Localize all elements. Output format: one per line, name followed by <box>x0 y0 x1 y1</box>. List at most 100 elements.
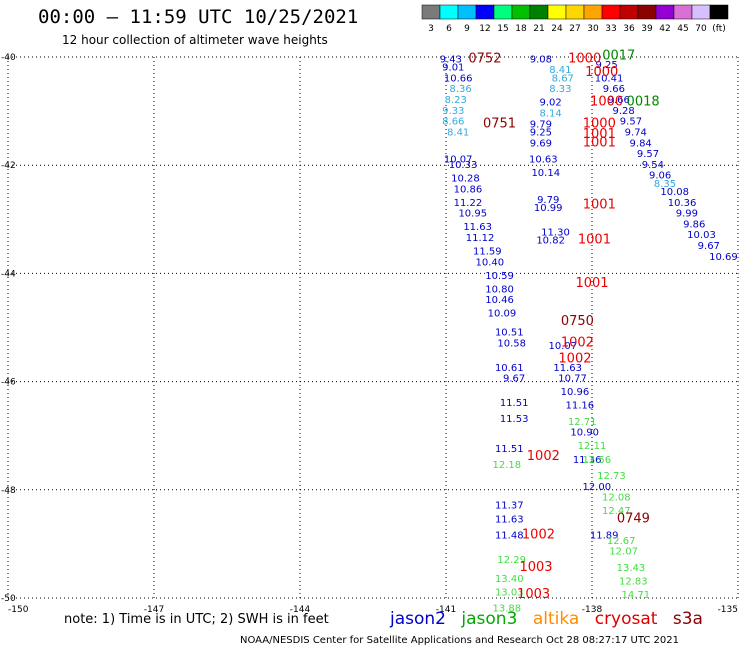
chart-subtitle: 12 hour collection of altimeter wave hei… <box>62 33 328 47</box>
data-point-label: 10.63 <box>529 154 558 165</box>
y-tick-label: -42 <box>1 161 16 171</box>
data-point-label: 9.69 <box>530 138 552 149</box>
data-point-label: 12.11 <box>578 441 607 452</box>
data-point-label: 11.37 <box>495 501 524 512</box>
data-point-label: 8.67 <box>552 73 574 84</box>
scale-swatch <box>475 4 495 20</box>
data-point-label: 10.46 <box>485 295 514 306</box>
scale-swatch <box>601 4 621 20</box>
data-point-label: 0018 <box>627 95 660 110</box>
data-point-label: 10.36 <box>668 198 697 209</box>
data-point-label: 11.63 <box>495 514 524 525</box>
data-point-label: 1001 <box>583 127 616 142</box>
scale-label: 21 <box>533 24 544 34</box>
scale-label: 12 <box>479 24 490 34</box>
data-point-label: 9.57 <box>637 149 659 160</box>
data-point-label: 14.71 <box>621 590 650 601</box>
data-point-label: 9.66 <box>603 84 625 95</box>
data-point-label: 8.41 <box>447 127 469 138</box>
scale-swatch <box>547 4 567 20</box>
data-point-label: 8.41 <box>549 65 571 76</box>
data-point-label: 11.59 <box>473 246 502 257</box>
y-tick-label: -44 <box>1 269 16 279</box>
data-point-label: 1001 <box>583 197 616 212</box>
scale-label: 24 <box>551 24 563 34</box>
scale-swatch <box>709 4 729 20</box>
scale-swatch <box>637 4 657 20</box>
data-point-label: 9.67 <box>698 241 720 252</box>
scale-label: (ft) <box>712 24 726 34</box>
scale-swatch <box>655 4 675 20</box>
data-point-label: 1000 <box>583 116 616 131</box>
scale-label: 9 <box>464 24 470 34</box>
data-point-label: 9.06 <box>649 171 671 182</box>
data-point-label: 12.71 <box>568 417 597 428</box>
data-point-label: 0749 <box>617 511 650 526</box>
data-point-label: 10.40 <box>475 257 504 268</box>
data-point-label: 10.66 <box>444 73 473 84</box>
data-point-label: 8.23 <box>445 95 467 106</box>
data-point-label: 0751 <box>483 116 516 131</box>
data-point-label: 1003 <box>519 560 552 575</box>
data-point-label: 9.86 <box>683 219 705 230</box>
scale-label: 6 <box>446 24 452 34</box>
data-point-label: 9.79 <box>537 195 559 206</box>
data-point-label: 8.33 <box>549 84 571 95</box>
data-point-label: 0752 <box>468 51 501 66</box>
scale-swatch <box>619 4 639 20</box>
data-point-label: 12.00 <box>583 482 612 493</box>
data-point-label: 9.67 <box>503 374 525 385</box>
y-tick-label: -40 <box>1 53 16 63</box>
data-point-label: 0750 <box>561 314 594 329</box>
scale-swatch <box>673 4 693 20</box>
scale-label: 39 <box>641 24 653 34</box>
x-tick-label: -144 <box>290 605 311 615</box>
data-point-label: 10.77 <box>558 374 587 385</box>
y-tick-label: -48 <box>1 486 16 496</box>
x-tick-label: -138 <box>582 605 603 615</box>
data-point-label: 11.22 <box>454 198 483 209</box>
data-point-label: 1000 <box>590 95 623 110</box>
data-point-label: 1002 <box>527 449 560 464</box>
data-point-label: 13.43 <box>617 563 646 574</box>
data-point-label: 1001 <box>583 135 616 150</box>
data-point-label: 11.30 <box>541 228 570 239</box>
data-point-label: 10.99 <box>534 203 563 214</box>
scale-swatch <box>457 4 477 20</box>
data-point-label: 1002 <box>558 352 591 367</box>
data-point-label: 9.25 <box>530 127 552 138</box>
data-point-label: 12.47 <box>602 506 631 517</box>
data-point-label: 11.36 <box>573 455 602 466</box>
chart-title: 00:00 – 11:59 UTC 10/25/2021 <box>38 6 359 28</box>
scale-label: 42 <box>659 24 670 34</box>
data-point-label: 12.56 <box>583 455 612 466</box>
data-point-label: 10.07 <box>548 341 577 352</box>
data-point-label: 11.51 <box>500 398 529 409</box>
data-point-label: 11.51 <box>495 444 524 455</box>
x-tick-label: -147 <box>144 605 164 615</box>
data-point-label: 9.57 <box>620 117 642 128</box>
data-point-label: 11.53 <box>500 414 529 425</box>
y-tick-label: -50 <box>1 594 16 604</box>
data-point-label: 12.18 <box>493 460 522 471</box>
credit-line: NOAA/NESDIS Center for Satellite Applica… <box>240 635 679 646</box>
data-point-label: 11.63 <box>553 363 582 374</box>
data-point-label: 12.29 <box>497 555 526 566</box>
scale-label: 15 <box>497 24 508 34</box>
data-point-label: 10.07 <box>444 154 473 165</box>
scale-label: 3 <box>428 24 434 34</box>
data-point-label: 9.25 <box>595 60 617 71</box>
data-point-label: 8.14 <box>540 109 562 120</box>
data-point-label: 1001 <box>575 276 608 291</box>
data-point-label: 9.01 <box>442 63 464 74</box>
data-point-label: 12.83 <box>619 576 648 587</box>
data-point-label: 10.03 <box>687 230 716 241</box>
data-point-label: 11.16 <box>566 401 595 412</box>
y-tick-label: -46 <box>1 378 16 388</box>
footer-note: note: 1) Time is in UTC; 2) SWH is in fe… <box>64 612 329 627</box>
data-point-label: 11.12 <box>466 233 495 244</box>
data-point-label: 10.58 <box>497 338 526 349</box>
scale-swatch <box>529 4 549 20</box>
x-tick-label: -141 <box>436 605 456 615</box>
sat-altika: altika <box>532 609 580 629</box>
